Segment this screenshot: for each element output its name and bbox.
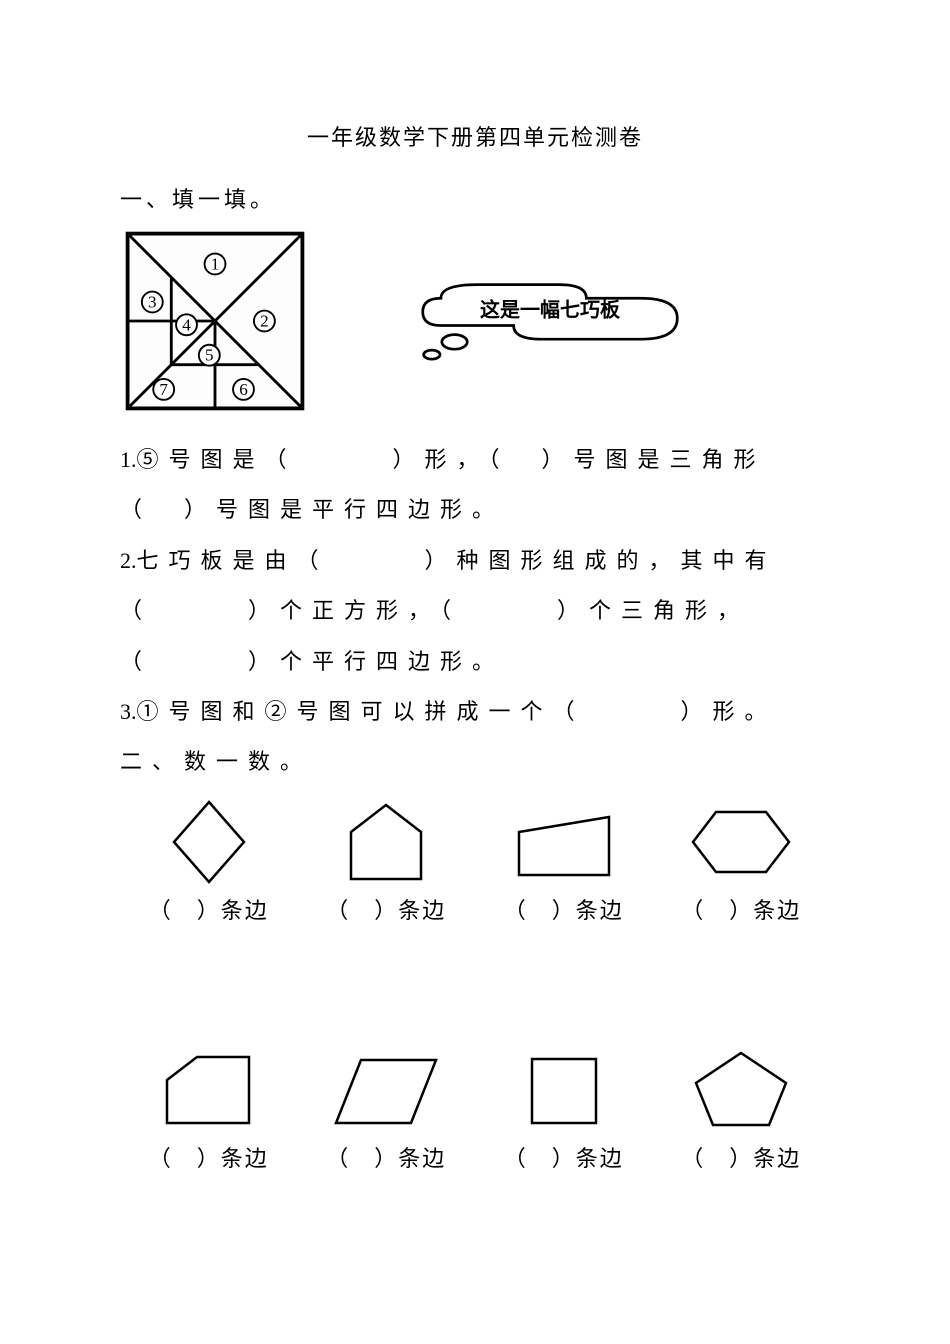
tangram-figure-row: 1 2 3 4 5 6 7 这是一幅七巧板 bbox=[120, 226, 830, 416]
page-title: 一年级数学下册第四单元检测卷 bbox=[120, 120, 830, 152]
speech-bubble: 这是一幅七巧板 bbox=[390, 271, 710, 371]
square-icon bbox=[504, 1045, 624, 1135]
shapes-row-2: （ ）条边 （ ）条边 （ ）条边 （ ）条边 bbox=[120, 1045, 830, 1173]
question-2-line-1: 2.七巧板是由（ ）种图形组成的，其中有 bbox=[120, 537, 830, 585]
tangram-label-2: 2 bbox=[260, 312, 269, 331]
shape-item-house-pentagon: （ ）条边 bbox=[326, 797, 446, 925]
tangram-label-1: 1 bbox=[211, 255, 220, 274]
section-2-heading: 二、数一数。 bbox=[120, 738, 830, 786]
q1-text-a: ⑤号图是（ ）形，（ ）号图是三角形 bbox=[137, 447, 766, 472]
edge-label: （ ）条边 bbox=[326, 893, 446, 925]
tangram-diagram: 1 2 3 4 5 6 7 bbox=[120, 226, 310, 416]
edge-label: （ ）条边 bbox=[149, 893, 269, 925]
question-1-line-1: 1.⑤号图是（ ）形，（ ）号图是三角形 bbox=[120, 436, 830, 484]
q1-number: 1. bbox=[120, 447, 137, 472]
edge-label: （ ）条边 bbox=[504, 893, 624, 925]
tangram-label-3: 3 bbox=[148, 293, 157, 312]
q2-text-a: 七巧板是由（ ）种图形组成的，其中有 bbox=[137, 548, 777, 573]
shape-item-rhombus: （ ）条边 bbox=[149, 797, 269, 925]
edge-label: （ ）条边 bbox=[326, 1141, 446, 1173]
shape-item-square: （ ）条边 bbox=[504, 1045, 624, 1173]
q3-number: 3. bbox=[120, 699, 137, 724]
shape-item-parallelogram: （ ）条边 bbox=[326, 1045, 446, 1173]
edge-label: （ ）条边 bbox=[149, 1141, 269, 1173]
section-1-heading: 一、填一填。 bbox=[120, 182, 830, 214]
edge-label: （ ）条边 bbox=[681, 893, 801, 925]
tangram-label-7: 7 bbox=[159, 380, 168, 399]
shapes-row-1: （ ）条边 （ ）条边 （ ）条边 （ ）条边 bbox=[120, 797, 830, 925]
edge-label: （ ）条边 bbox=[681, 1141, 801, 1173]
q2-number: 2. bbox=[120, 548, 137, 573]
question-2-line-3: （ ）个平行四边形。 bbox=[120, 638, 830, 686]
question-3-line-1: 3.①号图和②号图可以拼成一个（ ）形。 bbox=[120, 688, 830, 736]
tangram-label-5: 5 bbox=[205, 346, 214, 365]
question-2-line-2: （ ）个正方形，（ ）个三角形， bbox=[120, 587, 830, 635]
pentagon-3-icon bbox=[681, 1045, 801, 1135]
question-1-line-2: （ ）号图是平行四边形。 bbox=[120, 486, 830, 534]
edge-label: （ ）条边 bbox=[504, 1141, 624, 1173]
shape-item-pentagon-2: （ ）条边 bbox=[149, 1045, 269, 1173]
trapezoid-icon bbox=[504, 797, 624, 887]
speech-bubble-text: 这是一幅七巧板 bbox=[480, 297, 621, 321]
shape-item-hexagon: （ ）条边 bbox=[681, 797, 801, 925]
q3-text-a: ①号图和②号图可以拼成一个（ ）形。 bbox=[137, 699, 777, 724]
shape-item-pentagon-3: （ ）条边 bbox=[681, 1045, 801, 1173]
hexagon-icon bbox=[681, 797, 801, 887]
tangram-label-6: 6 bbox=[239, 380, 248, 399]
parallelogram-icon bbox=[326, 1045, 446, 1135]
pentagon-2-icon bbox=[149, 1045, 269, 1135]
tangram-label-4: 4 bbox=[182, 315, 191, 334]
house-pentagon-icon bbox=[326, 797, 446, 887]
shape-item-trapezoid: （ ）条边 bbox=[504, 797, 624, 925]
rhombus-icon bbox=[149, 797, 269, 887]
